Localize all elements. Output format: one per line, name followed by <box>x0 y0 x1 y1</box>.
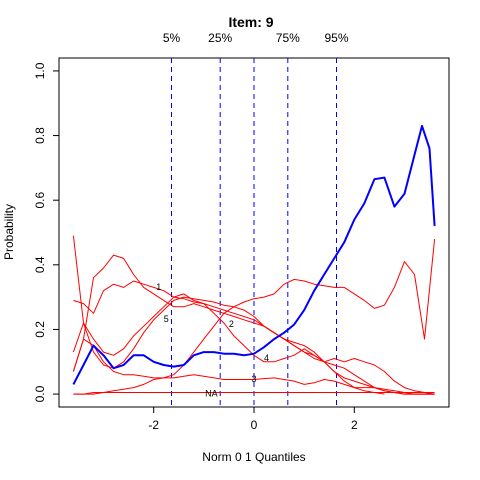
curve-label: 2 <box>229 319 234 329</box>
quantile-label: 5% <box>163 31 181 45</box>
series-line <box>73 392 435 395</box>
x-tick-label: 0 <box>251 418 258 432</box>
quantile-label: 75% <box>276 31 300 45</box>
y-tick-label: 0.2 <box>33 321 47 338</box>
curve-label: 5 <box>164 314 169 324</box>
quantile-label: 95% <box>324 31 348 45</box>
series-line <box>73 280 435 395</box>
x-tick-label: -2 <box>148 418 159 432</box>
y-tick-label: 0.6 <box>33 192 47 209</box>
y-tick-label: 1.0 <box>33 62 47 79</box>
y-tick-label: 0.8 <box>33 127 47 144</box>
series-line <box>73 238 436 395</box>
curve-label: 4 <box>264 353 269 363</box>
series-line <box>72 254 435 395</box>
quantile-label: 25% <box>208 31 232 45</box>
curve-label: 1 <box>156 282 161 292</box>
plot-layer: -2 0 2 0.0 0.2 0.4 0.6 0.8 1.0 5% 25% 75% 95% 1 5 2 4 3 NA <box>33 31 450 432</box>
series-line-emphasis <box>72 124 436 385</box>
y-tick-label: 0.0 <box>33 385 47 402</box>
y-axis-label: Probability <box>2 204 16 260</box>
chart-title: Item: 9 <box>228 14 273 30</box>
curve-label: NA <box>205 388 218 398</box>
x-axis-label: Norm 0 1 Quantiles <box>202 450 305 464</box>
y-tick-label: 0.4 <box>33 256 47 273</box>
curve-label: 3 <box>251 374 256 384</box>
x-tick-label: 2 <box>351 418 358 432</box>
